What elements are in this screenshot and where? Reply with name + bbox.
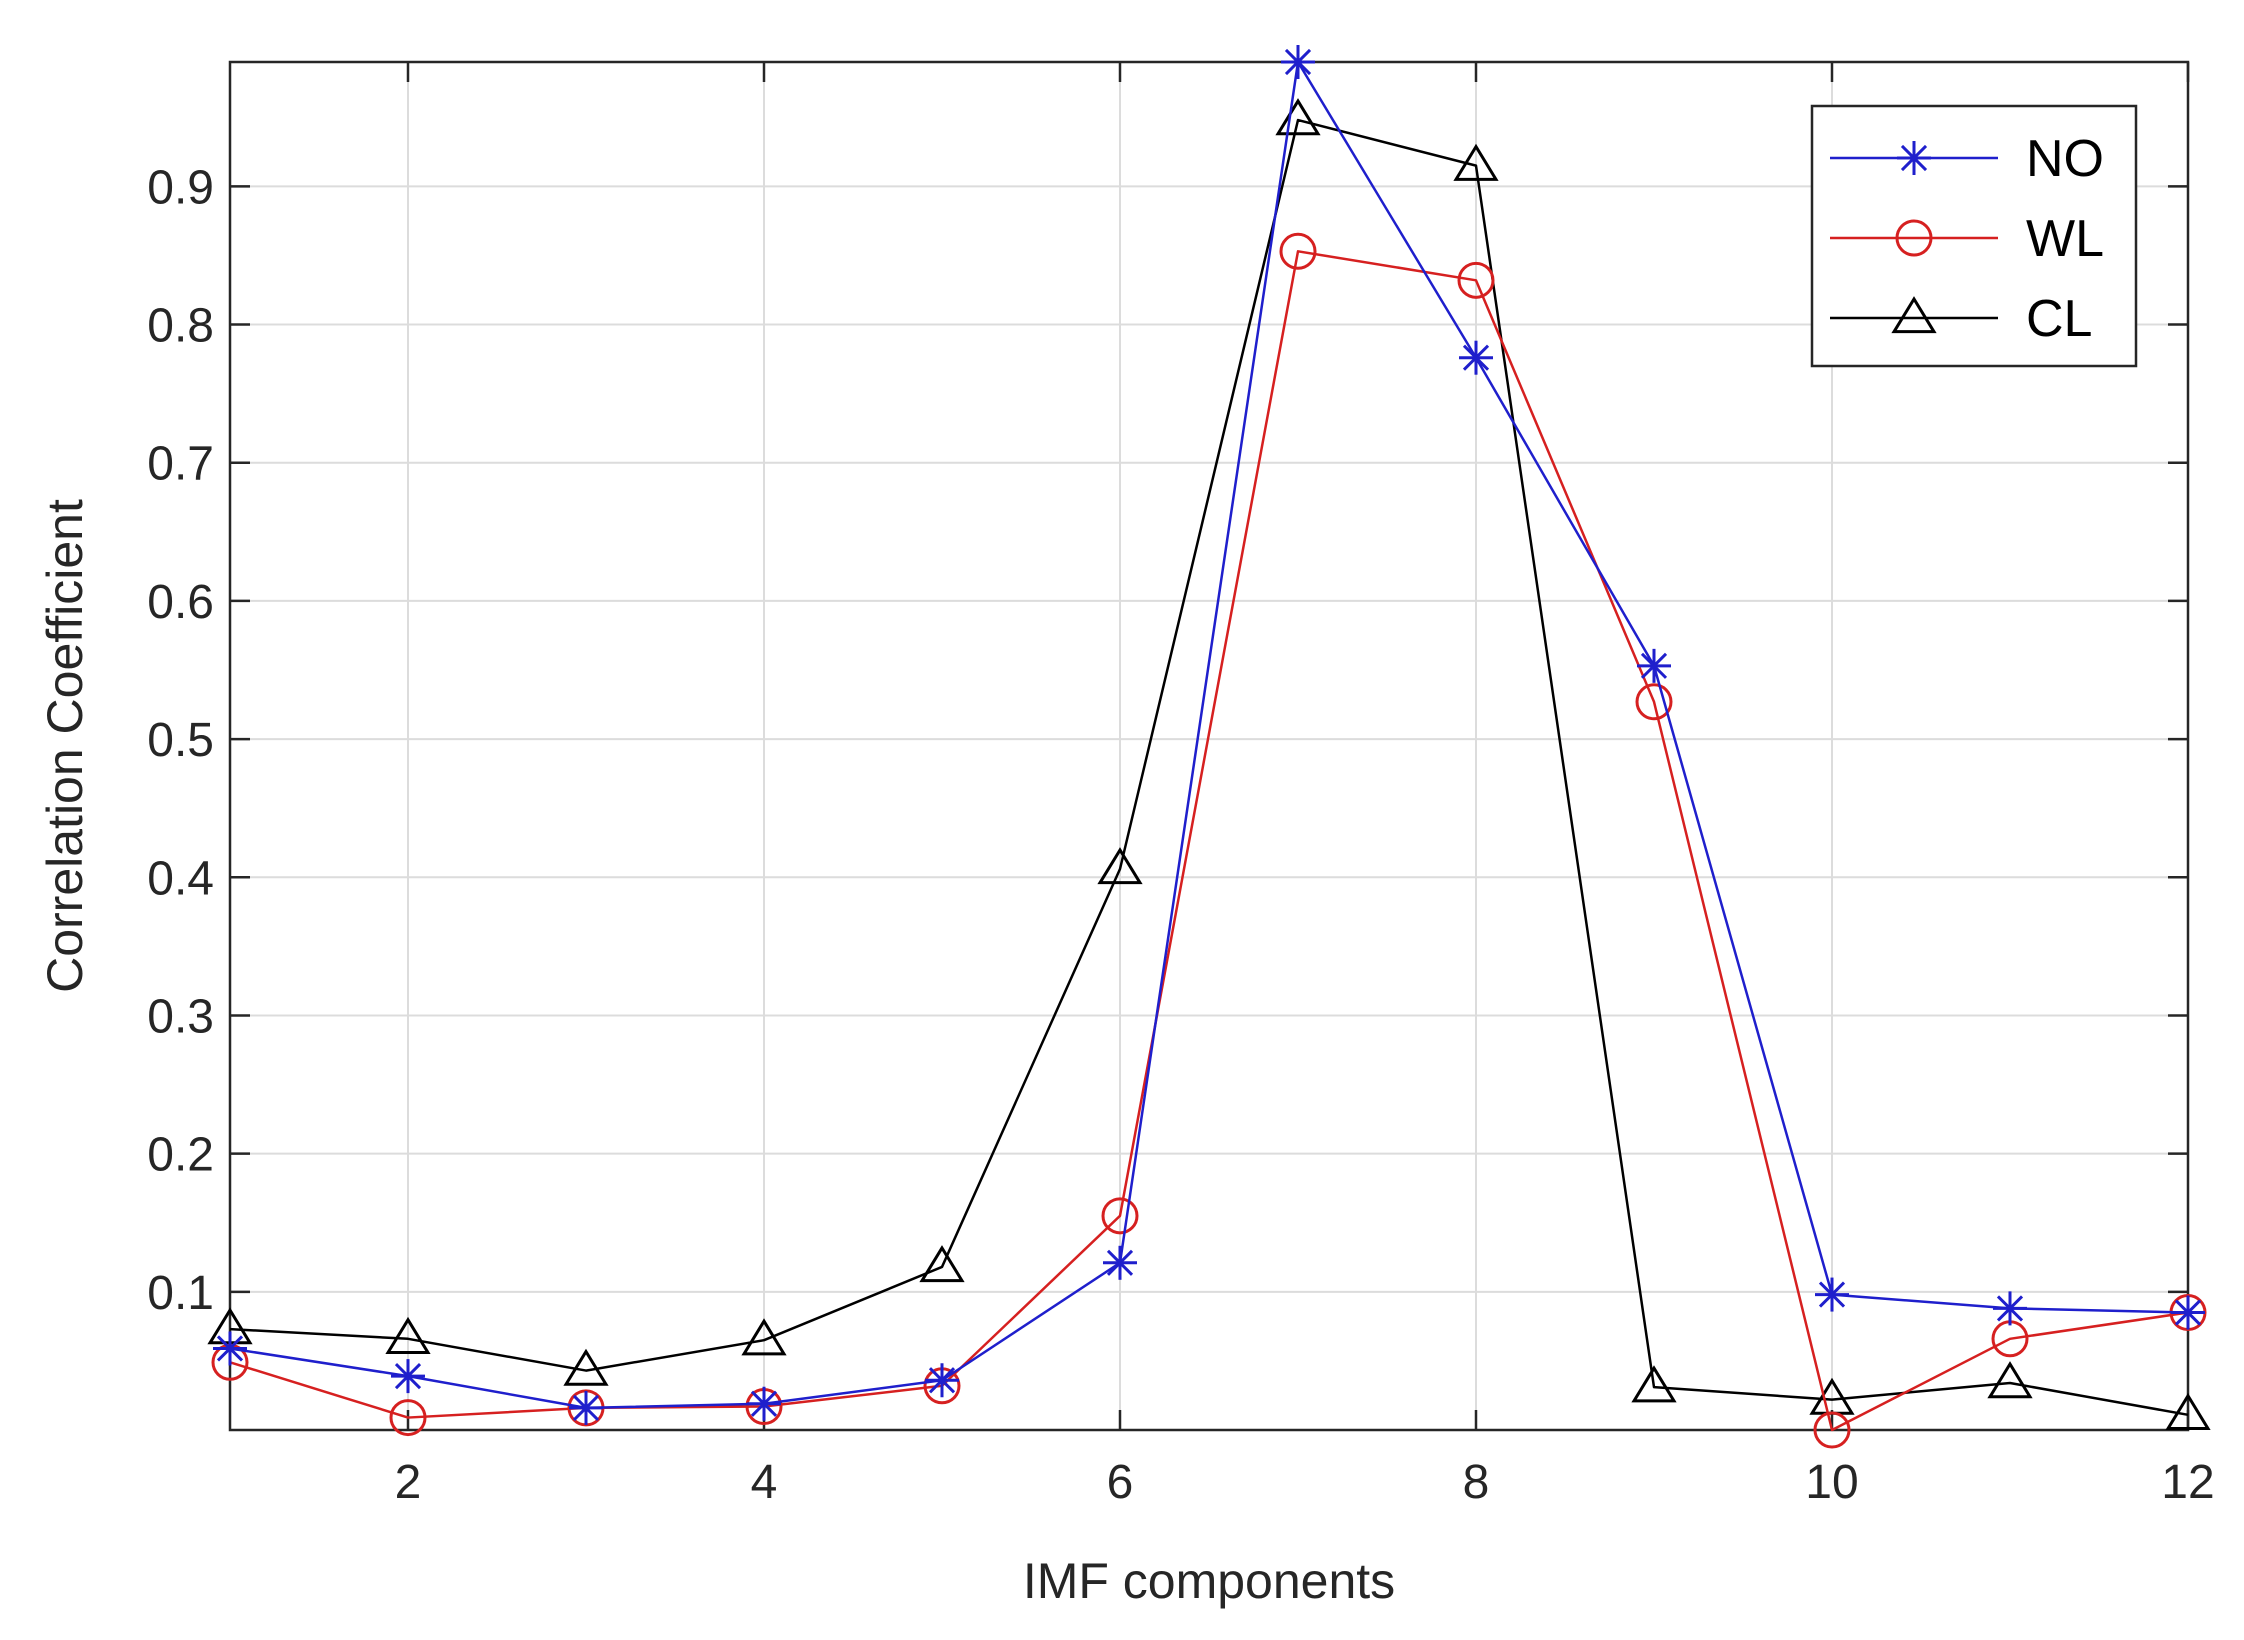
- data-point-wl: [1457, 261, 1495, 299]
- data-point-no: [747, 1386, 781, 1421]
- legend-item-cl: CL: [1830, 290, 2092, 348]
- data-point-cl: [919, 1245, 965, 1283]
- x-axis-title: IMF components: [1023, 1553, 1395, 1609]
- y-tick-label: 0.7: [147, 438, 214, 491]
- data-point-no: [1993, 1291, 2027, 1326]
- data-point-no: [1103, 1245, 1137, 1280]
- data-point-no: [391, 1359, 425, 1394]
- data-point-wl: [389, 1399, 427, 1437]
- y-tick-label: 0.1: [147, 1267, 214, 1320]
- legend-item-wl: WL: [1830, 210, 2104, 268]
- series-line-cl: [229, 118, 2189, 1417]
- plot-frame: [228, 60, 2190, 1432]
- legend-label-cl: CL: [2026, 290, 2092, 348]
- y-tick-label: 0.6: [147, 576, 214, 629]
- x-tick-label: 2: [395, 1456, 422, 1509]
- data-point-no: [1281, 45, 1315, 79]
- y-tick-label: 0.9: [147, 161, 214, 214]
- data-point-cl: [1275, 98, 1321, 136]
- data-point-cl: [1453, 143, 1499, 181]
- data-point-cl: [1631, 1365, 1677, 1403]
- data-point-no: [1637, 648, 1671, 683]
- ticks: [230, 62, 2190, 1430]
- tick-labels: 2 4 6 8 10 12 0.1 0.2 0.3 0.4 0.5 0.6 0.7 0.8 0.9: [147, 161, 2214, 1509]
- data-point-wl: [1635, 683, 1673, 721]
- y-axis-title: Correlation Coefficient: [37, 499, 93, 993]
- x-tick-label: 10: [1805, 1456, 1858, 1509]
- data-point-cl: [385, 1316, 431, 1354]
- y-tick-label: 0.3: [147, 990, 214, 1043]
- x-tick-label: 6: [1107, 1456, 1134, 1509]
- y-tick-label: 0.5: [147, 714, 214, 767]
- legend-item-no: NO: [1830, 130, 2104, 188]
- data-point-cl: [1097, 847, 1143, 885]
- data-point-wl: [1279, 232, 1317, 270]
- data-point-no: [569, 1390, 603, 1425]
- series-no: [213, 45, 2205, 1425]
- y-tick-label: 0.4: [147, 852, 214, 905]
- data-point-no: [1815, 1277, 1849, 1312]
- legend-marker-wl: [1895, 219, 1933, 257]
- legend-box: [1810, 104, 2138, 368]
- y-tick-label: 0.2: [147, 1129, 214, 1182]
- x-tick-label: 4: [751, 1456, 778, 1509]
- data-point-cl: [1987, 1361, 2033, 1399]
- data-point-no: [2171, 1295, 2205, 1330]
- data-point-cl: [741, 1318, 787, 1356]
- series-cl: [207, 98, 2211, 1430]
- data-point-cl: [2165, 1392, 2211, 1430]
- legend: NO WL CL: [1810, 104, 2138, 368]
- legend-marker-cl: [1891, 296, 1937, 334]
- data-point-wl: [1101, 1197, 1139, 1235]
- x-tick-label: 8: [1463, 1456, 1490, 1509]
- series-layer: [207, 45, 2211, 1449]
- data-point-wl: [1813, 1411, 1851, 1449]
- data-point-no: [1459, 340, 1493, 375]
- series-line-wl: [229, 250, 2189, 1432]
- legend-label-no: NO: [2026, 130, 2104, 188]
- x-tick-label: 12: [2161, 1456, 2214, 1509]
- legend-label-wl: WL: [2026, 210, 2104, 268]
- y-tick-label: 0.8: [147, 300, 214, 353]
- data-point-no: [213, 1331, 247, 1366]
- data-point-cl: [563, 1348, 609, 1386]
- series-line-no: [229, 60, 2189, 1410]
- data-point-no: [925, 1363, 959, 1398]
- plot-box: [228, 60, 2190, 1432]
- legend-marker-no: [1897, 141, 1931, 175]
